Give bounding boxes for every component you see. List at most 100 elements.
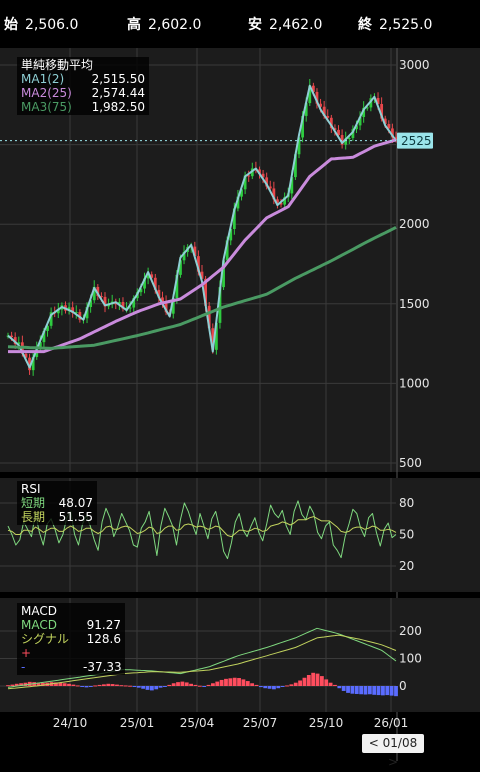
macd-histogram-bar (62, 683, 67, 686)
macd-histogram-bar (167, 684, 172, 686)
macd-histogram-bar (119, 685, 124, 687)
candle-body (304, 103, 308, 116)
candle-body (153, 277, 157, 290)
ma3-name: MA3(75) (21, 100, 72, 114)
macd-histogram-bar (381, 686, 385, 696)
candle-body (326, 116, 330, 118)
candle-body (96, 286, 100, 297)
candle-body (351, 129, 355, 138)
macd-legend-title: MACD (21, 604, 57, 618)
macd-histogram-bar (385, 686, 390, 696)
macd-histogram-bar (189, 683, 194, 686)
macd-histogram-bar (376, 686, 381, 696)
candle-body (261, 173, 265, 178)
rsi-y-tick-label: 20 (399, 559, 414, 573)
candle-body (157, 289, 161, 298)
macd-histogram-bar (276, 686, 281, 689)
macd-histogram-bar (215, 681, 220, 686)
macd-histogram-bar (163, 686, 167, 687)
macd-histogram-bar (193, 684, 198, 686)
candle-body (294, 154, 297, 178)
ma3-value: 1,982.50 (91, 100, 145, 114)
candle-body (214, 322, 218, 350)
candle-body (258, 169, 261, 174)
candle-body (182, 251, 186, 261)
macd-histogram-bar (250, 683, 255, 686)
candle-body (380, 104, 384, 119)
macd-histogram-bar (210, 683, 215, 686)
macd-histogram-bar (263, 686, 268, 689)
candle-body (31, 357, 35, 371)
x-tick-label: 25/07 (243, 716, 278, 730)
macd-histogram-bar (237, 678, 241, 686)
open-price: 始 2,506.0 (4, 14, 78, 34)
x-tick-label: 25/01 (120, 716, 155, 730)
macd-histogram-bar (23, 682, 28, 686)
date-navigator-button[interactable]: < 01/08 > (362, 734, 424, 769)
macd-histogram-bar (10, 684, 15, 686)
ma2-value: 2,574.44 (91, 86, 145, 100)
price-badge: 2525 (401, 134, 432, 148)
candle-body (383, 118, 387, 125)
candle-body (150, 274, 154, 278)
rsi-long-value: 51.55 (58, 510, 93, 524)
candle-body (46, 325, 49, 331)
candle-body (28, 357, 31, 371)
candle-body (329, 117, 333, 129)
macd-histogram-bar (115, 684, 119, 686)
open-label: 始 (4, 17, 18, 33)
candle-body (265, 177, 269, 187)
macd-name: MACD (21, 618, 57, 632)
candle-body (13, 337, 17, 345)
macd-y-tick-label: 100 (399, 652, 422, 666)
macd-histogram-bar (158, 686, 163, 688)
macd-histogram-bar (324, 679, 329, 686)
candle-body (125, 307, 128, 309)
macd-histogram-bar (88, 686, 93, 687)
candle-body (164, 302, 168, 313)
x-tick-label: 24/10 (53, 716, 88, 730)
macd-histogram-bar (346, 686, 350, 693)
candle-body (347, 137, 351, 139)
macd-histogram-bar (145, 686, 150, 690)
ma1-value: 2,515.50 (91, 72, 145, 86)
candle-body (175, 274, 179, 299)
macd-histogram-bar (123, 685, 128, 687)
macd-histogram-bar (176, 682, 180, 686)
macd-histogram-bar (19, 683, 23, 686)
ma-legend: 単純移動平均 MA1(2) 2,515.50 MA2(25) 2,574.44 MA… (17, 57, 149, 115)
candle-body (103, 296, 107, 307)
macd-histogram-bar (136, 686, 141, 688)
candle-body (272, 188, 276, 200)
macd-histogram-bar (367, 686, 372, 695)
candle-body (225, 240, 229, 261)
candle-body (56, 309, 60, 314)
macd-histogram-bar (84, 686, 89, 688)
macd-histogram-bar (80, 686, 85, 687)
candle-body (301, 115, 304, 138)
candle-body (276, 199, 279, 203)
ma1-line (7, 84, 397, 369)
macd-histogram-bar (372, 686, 377, 695)
candle-body (376, 97, 380, 105)
candle-body (161, 297, 164, 303)
macd-histogram-bar (102, 684, 106, 686)
macd-histogram-bar (315, 673, 320, 686)
macd-histogram-bar (350, 686, 355, 694)
candle-body (297, 137, 301, 155)
macd-histogram-bar (171, 683, 176, 686)
macd-y-tick-label: 200 (399, 624, 422, 638)
macd-histogram-bar (128, 685, 132, 687)
macd-histogram-bar (132, 686, 137, 687)
candle-body (146, 274, 150, 279)
macd-histogram-bar (272, 686, 276, 690)
candle-body (311, 85, 315, 92)
candle-body (67, 307, 71, 311)
macd-histogram-bar (224, 678, 228, 686)
high-label: 高 (127, 17, 141, 33)
macd-histogram-bar (75, 685, 80, 687)
macd-histogram-bar (184, 682, 189, 686)
price-y-tick-label: 3000 (399, 58, 430, 72)
